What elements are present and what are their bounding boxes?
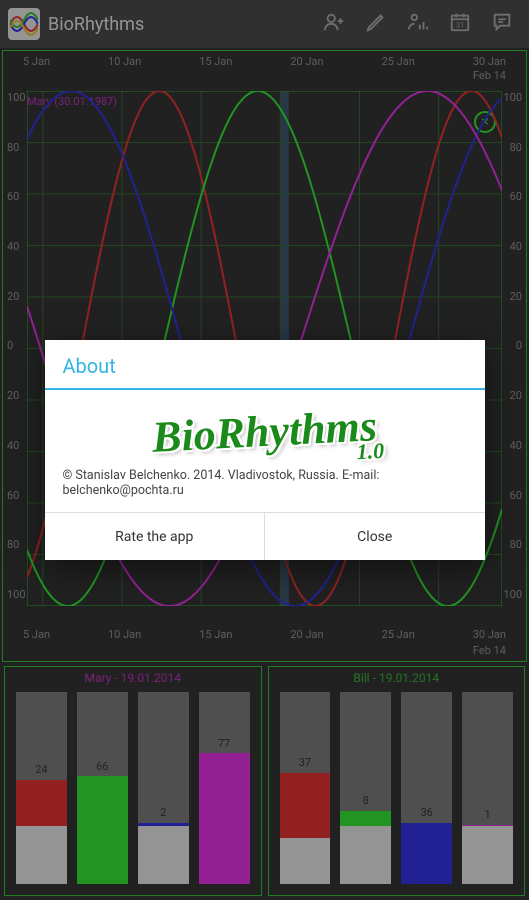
dialog-body: BioRhythms 1.0 © Stanislav Belchenko. 20… xyxy=(45,402,485,512)
dialog-separator xyxy=(45,388,485,390)
logo-text: BioRhythms xyxy=(151,401,378,462)
dialog-buttons: Rate the app Close xyxy=(45,512,485,560)
logo-version: 1.0 xyxy=(356,440,385,463)
dialog-copyright: © Stanislav Belchenko. 2014. Vladivostok… xyxy=(63,468,467,498)
about-dialog: About BioRhythms 1.0 © Stanislav Belchen… xyxy=(45,340,485,560)
rate-button[interactable]: Rate the app xyxy=(45,513,265,560)
close-button[interactable]: Close xyxy=(264,513,485,560)
dialog-logo: BioRhythms 1.0 xyxy=(63,402,467,468)
dialog-title: About xyxy=(45,340,485,388)
